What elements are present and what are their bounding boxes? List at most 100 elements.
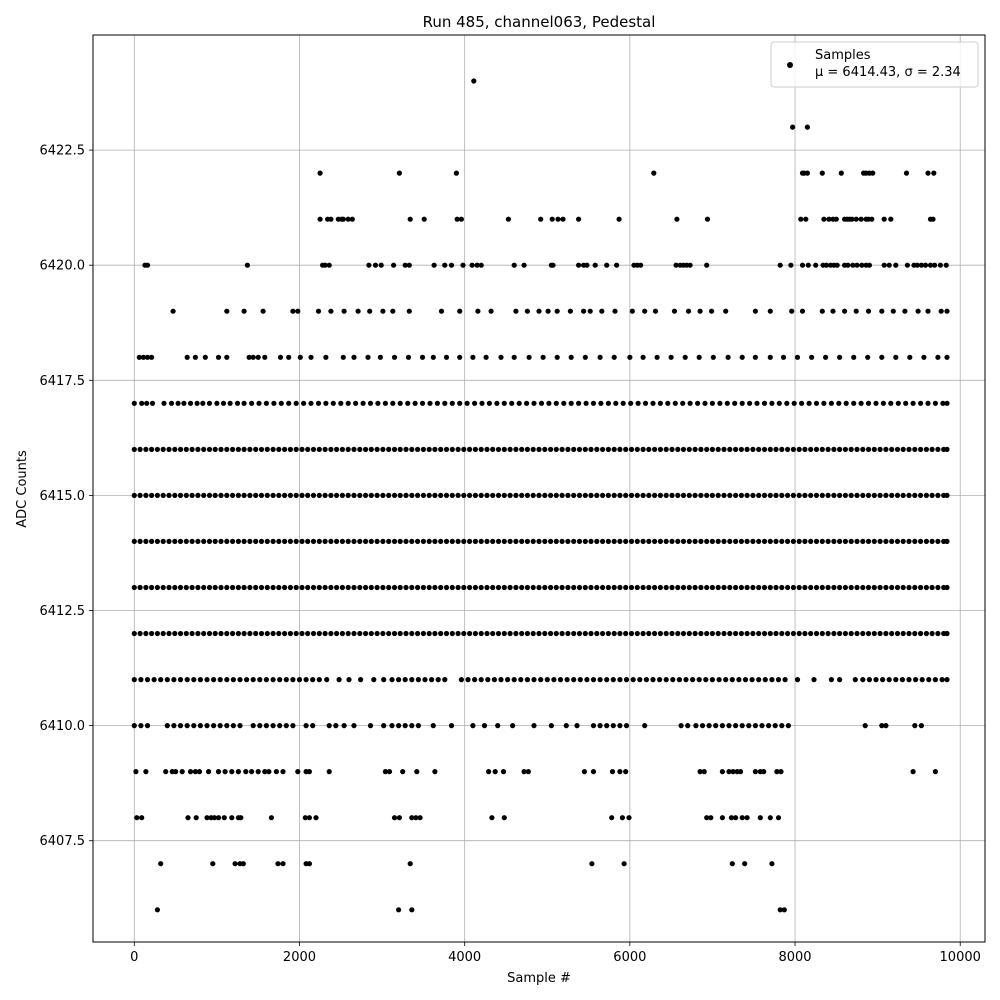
- sample-point: [798, 216, 804, 222]
- sample-point: [195, 584, 201, 591]
- sample-point: [330, 400, 336, 406]
- sample-point: [422, 677, 428, 683]
- sample-point: [277, 723, 283, 729]
- sample-point: [843, 400, 849, 406]
- sample-point: [195, 630, 201, 637]
- sample-point: [368, 584, 374, 591]
- sample-point: [571, 446, 577, 452]
- sample-point: [405, 400, 411, 406]
- sample-point: [166, 630, 172, 637]
- sample-point: [698, 492, 704, 498]
- sample-point: [742, 861, 748, 867]
- sample-point: [144, 723, 151, 729]
- sample-point: [339, 446, 345, 452]
- sample-point: [912, 446, 918, 452]
- sample-point: [548, 538, 554, 545]
- sample-point: [780, 354, 787, 360]
- sample-point: [790, 492, 797, 498]
- sample-point: [550, 262, 556, 268]
- x-axis-label: Sample #: [507, 971, 571, 986]
- sample-point: [796, 492, 802, 498]
- sample-point: [357, 538, 363, 545]
- sample-point: [553, 400, 559, 406]
- sample-point: [391, 354, 398, 360]
- sample-point: [397, 630, 403, 637]
- sample-point: [467, 492, 473, 498]
- sample-point: [513, 584, 519, 591]
- sample-point: [217, 677, 223, 683]
- sample-point: [287, 584, 293, 591]
- sample-point: [918, 630, 924, 637]
- sample-point: [524, 584, 531, 591]
- sample-point: [420, 446, 426, 452]
- sample-point: [865, 630, 872, 637]
- sample-point: [726, 769, 732, 775]
- sample-point: [610, 723, 616, 729]
- sample-point: [777, 907, 783, 913]
- sample-point: [490, 538, 496, 545]
- sample-point: [808, 446, 814, 452]
- sample-point: [611, 446, 617, 452]
- sample-point: [588, 538, 594, 545]
- sample-point: [315, 308, 322, 314]
- sample-point: [773, 584, 779, 591]
- sample-point: [704, 815, 710, 821]
- sample-point: [538, 400, 545, 406]
- sample-point: [303, 723, 309, 729]
- sample-point: [131, 446, 137, 452]
- sample-point: [880, 400, 887, 406]
- sample-point: [334, 538, 340, 545]
- y-tick-label: 6415.0: [40, 489, 86, 504]
- sample-point: [669, 446, 675, 452]
- sample-point: [536, 492, 542, 498]
- sample-point: [137, 492, 143, 498]
- sample-point: [397, 538, 403, 545]
- sample-point: [249, 769, 255, 775]
- sample-point: [750, 446, 756, 452]
- sample-point: [206, 446, 213, 452]
- sample-point: [710, 354, 716, 360]
- sample-point: [906, 492, 912, 498]
- sample-point: [581, 308, 587, 314]
- sample-point: [305, 492, 311, 498]
- sample-point: [351, 492, 357, 498]
- sample-point: [761, 492, 768, 498]
- sample-point: [609, 815, 615, 821]
- sample-point: [715, 492, 721, 498]
- sample-point: [470, 354, 476, 360]
- sample-point: [784, 400, 790, 406]
- sample-point: [287, 630, 293, 637]
- sample-point: [576, 400, 582, 406]
- sample-point: [432, 492, 438, 498]
- sample-point: [179, 769, 185, 775]
- sample-point: [220, 400, 227, 406]
- sample-point: [881, 216, 887, 222]
- sample-point: [752, 308, 759, 314]
- sample-point: [386, 538, 392, 545]
- sample-point: [241, 538, 247, 545]
- sample-point: [750, 630, 756, 637]
- sample-point: [871, 584, 877, 591]
- sample-point: [906, 677, 912, 683]
- sample-point: [674, 216, 680, 222]
- sample-point: [237, 677, 243, 683]
- sample-point: [420, 492, 426, 498]
- sample-point: [611, 538, 617, 545]
- sample-point: [280, 861, 286, 867]
- sample-point: [642, 308, 648, 314]
- sample-point: [280, 769, 286, 775]
- sample-point: [738, 446, 745, 452]
- sample-point: [733, 815, 739, 821]
- sample-point: [640, 630, 646, 637]
- sample-point: [363, 446, 369, 452]
- sample-point: [825, 538, 831, 545]
- sample-point: [184, 677, 190, 683]
- legend-stats: μ = 6414.43, σ = 2.34: [815, 65, 961, 80]
- sample-point: [904, 262, 911, 268]
- sample-point: [686, 446, 692, 452]
- sample-point: [583, 400, 589, 406]
- sample-point: [918, 723, 925, 729]
- sample-point: [623, 769, 629, 775]
- sample-point: [266, 769, 272, 775]
